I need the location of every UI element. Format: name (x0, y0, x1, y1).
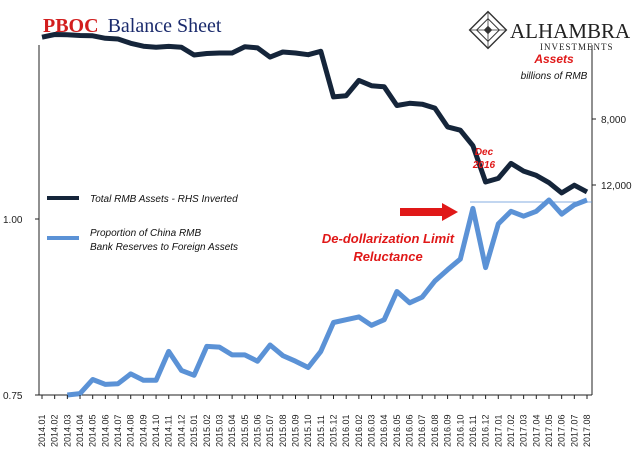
legend-proportion-label-2: Bank Reserves to Foreign Assets (90, 242, 238, 253)
x-tick-label: 2014.12 (176, 414, 186, 447)
x-axis-ticks: 2014.01 2014.02 2014.03 2014.04 2014.05 2014.… (37, 395, 592, 447)
x-tick-label: 2017.01 (493, 414, 503, 447)
dedollar-annotation-line1: De-dollarization Limit (322, 231, 455, 246)
x-tick-label: 2015.12 (329, 414, 339, 447)
x-tick-label: 2015.06 (252, 414, 262, 447)
x-tick-label: 2016.08 (430, 414, 440, 447)
x-tick-label: 2014.03 (62, 414, 72, 447)
x-tick-label: 2014.01 (37, 414, 47, 447)
x-tick-label: 2016.06 (405, 414, 415, 447)
red-arrow-icon (400, 203, 458, 221)
x-tick-label: 2014.04 (75, 414, 85, 447)
x-tick-label: 2015.09 (290, 414, 300, 447)
left-axis-ticks: 1.00 0.75 (3, 215, 39, 402)
series-assets-line (41, 32, 589, 196)
left-tick-label: 0.75 (3, 391, 23, 402)
x-tick-label: 2015.01 (189, 414, 199, 447)
x-tick-label: 2015.03 (214, 414, 224, 447)
x-tick-label: 2017.07 (569, 414, 579, 447)
x-tick-label: 2014.10 (151, 414, 161, 447)
legend-proportion-label-1: Proportion of China RMB (90, 228, 201, 239)
x-tick-label: 2014.09 (138, 414, 148, 447)
x-tick-label: 2016.01 (341, 414, 351, 447)
x-tick-label: 2014.08 (126, 414, 136, 447)
x-tick-label: 2017.06 (557, 414, 567, 447)
title-rest: Balance Sheet (108, 15, 222, 37)
diamond-logo-icon (468, 10, 508, 50)
x-tick-label: 2015.04 (227, 414, 237, 447)
x-tick-label: 2016.04 (379, 414, 389, 447)
right-axis-ticks: 8,000 12,000 (592, 115, 632, 192)
x-tick-label: 2014.11 (164, 415, 174, 447)
x-tick-label: 2016.10 (455, 414, 465, 447)
x-tick-label: 2016.07 (417, 414, 427, 447)
x-tick-label: 2014.07 (113, 414, 123, 447)
x-tick-label: 2017.05 (544, 414, 554, 447)
x-tick-label: 2017.03 (519, 414, 529, 447)
x-tick-label: 2014.06 (100, 414, 110, 447)
x-tick-label: 2016.03 (367, 414, 377, 447)
right-tick-label: 12,000 (601, 181, 632, 192)
logo-name: ALHAMBRA (510, 19, 631, 43)
x-tick-label: 2017.02 (506, 414, 516, 447)
x-tick-label: 2017.04 (531, 414, 541, 447)
x-tick-label: 2016.02 (354, 414, 364, 447)
x-tick-label: 2016.12 (481, 414, 491, 447)
x-tick-label: 2014.02 (50, 414, 60, 447)
title-prefix: PBOC (43, 15, 99, 37)
right-tick-label: 8,000 (601, 115, 626, 126)
x-tick-label: 2015.02 (202, 414, 212, 447)
alhambra-logo: ALHAMBRA INVESTMENTS (468, 10, 631, 52)
x-tick-label: 2015.07 (265, 414, 275, 447)
x-tick-label: 2014.05 (88, 414, 98, 447)
legend: Total RMB Assets - RHS Inverted Proporti… (47, 194, 238, 253)
dedollar-annotation-line2: Reluctance (353, 249, 422, 264)
x-tick-label: 2016.11 (468, 415, 478, 447)
x-tick-label: 2015.08 (278, 414, 288, 447)
series-proportion-line (67, 197, 588, 398)
dec-annotation-line1: Dec (475, 147, 494, 158)
dec-annotation-line2: 2016 (472, 160, 496, 171)
x-tick-label: 2016.09 (443, 414, 453, 447)
right-axis-title: Assets (533, 52, 574, 66)
x-tick-label: 2015.10 (303, 414, 313, 447)
logo-sub: INVESTMENTS (540, 42, 614, 52)
x-tick-label: 2017.08 (582, 414, 592, 447)
right-axis-subtitle: billions of RMB (521, 71, 588, 82)
legend-assets-label: Total RMB Assets - RHS Inverted (90, 194, 238, 205)
x-tick-label: 2016.05 (392, 414, 402, 447)
chart-title: PBOC Balance Sheet (43, 15, 222, 37)
left-tick-label: 1.00 (3, 215, 23, 226)
x-tick-label: 2015.11 (316, 415, 326, 447)
x-tick-label: 2015.05 (240, 414, 250, 447)
